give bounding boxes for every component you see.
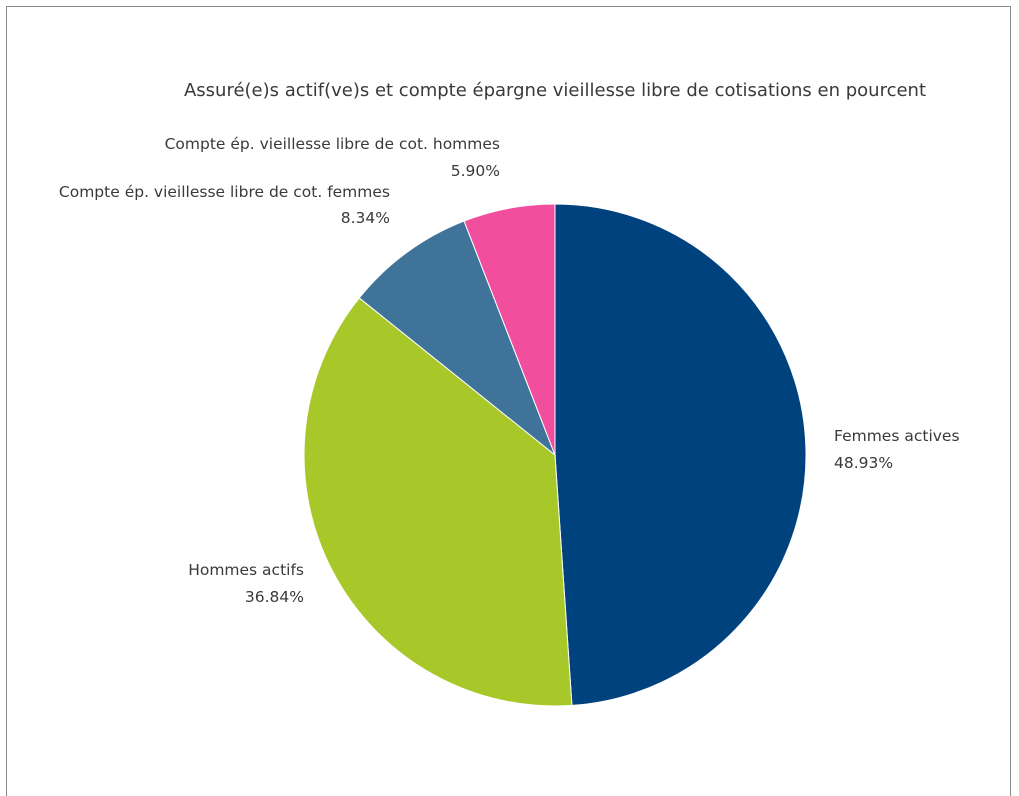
slice-label-compte-hommes: Compte ép. vieillesse libre de cot. homm… [165,135,500,153]
slice-label-hommes-actifs: Hommes actifs [188,561,304,579]
slice-value-hommes-actifs: 36.84% [245,588,304,606]
slice-value-femmes-actives: 48.93% [834,454,893,472]
chart-title: Assuré(e)s actif(ve)s et compte épargne … [184,80,926,101]
chart-frame [6,6,1011,796]
pie-slice-hommes-actifs [303,297,573,707]
pie-slice-compte-femmes [358,220,557,457]
pie-slice-femmes-actives [554,203,807,706]
pie-slices [303,203,807,707]
slice-value-compte-hommes: 5.90% [451,162,500,180]
slice-value-compte-femmes: 8.34% [341,209,390,227]
pie-slice-compte-hommes [463,203,556,456]
slice-label-femmes-actives: Femmes actives [834,427,960,445]
pie-labels: Femmes actives 48.93% Hommes actifs 36.8… [59,135,960,606]
slice-label-compte-femmes: Compte ép. vieillesse libre de cot. femm… [59,183,390,201]
